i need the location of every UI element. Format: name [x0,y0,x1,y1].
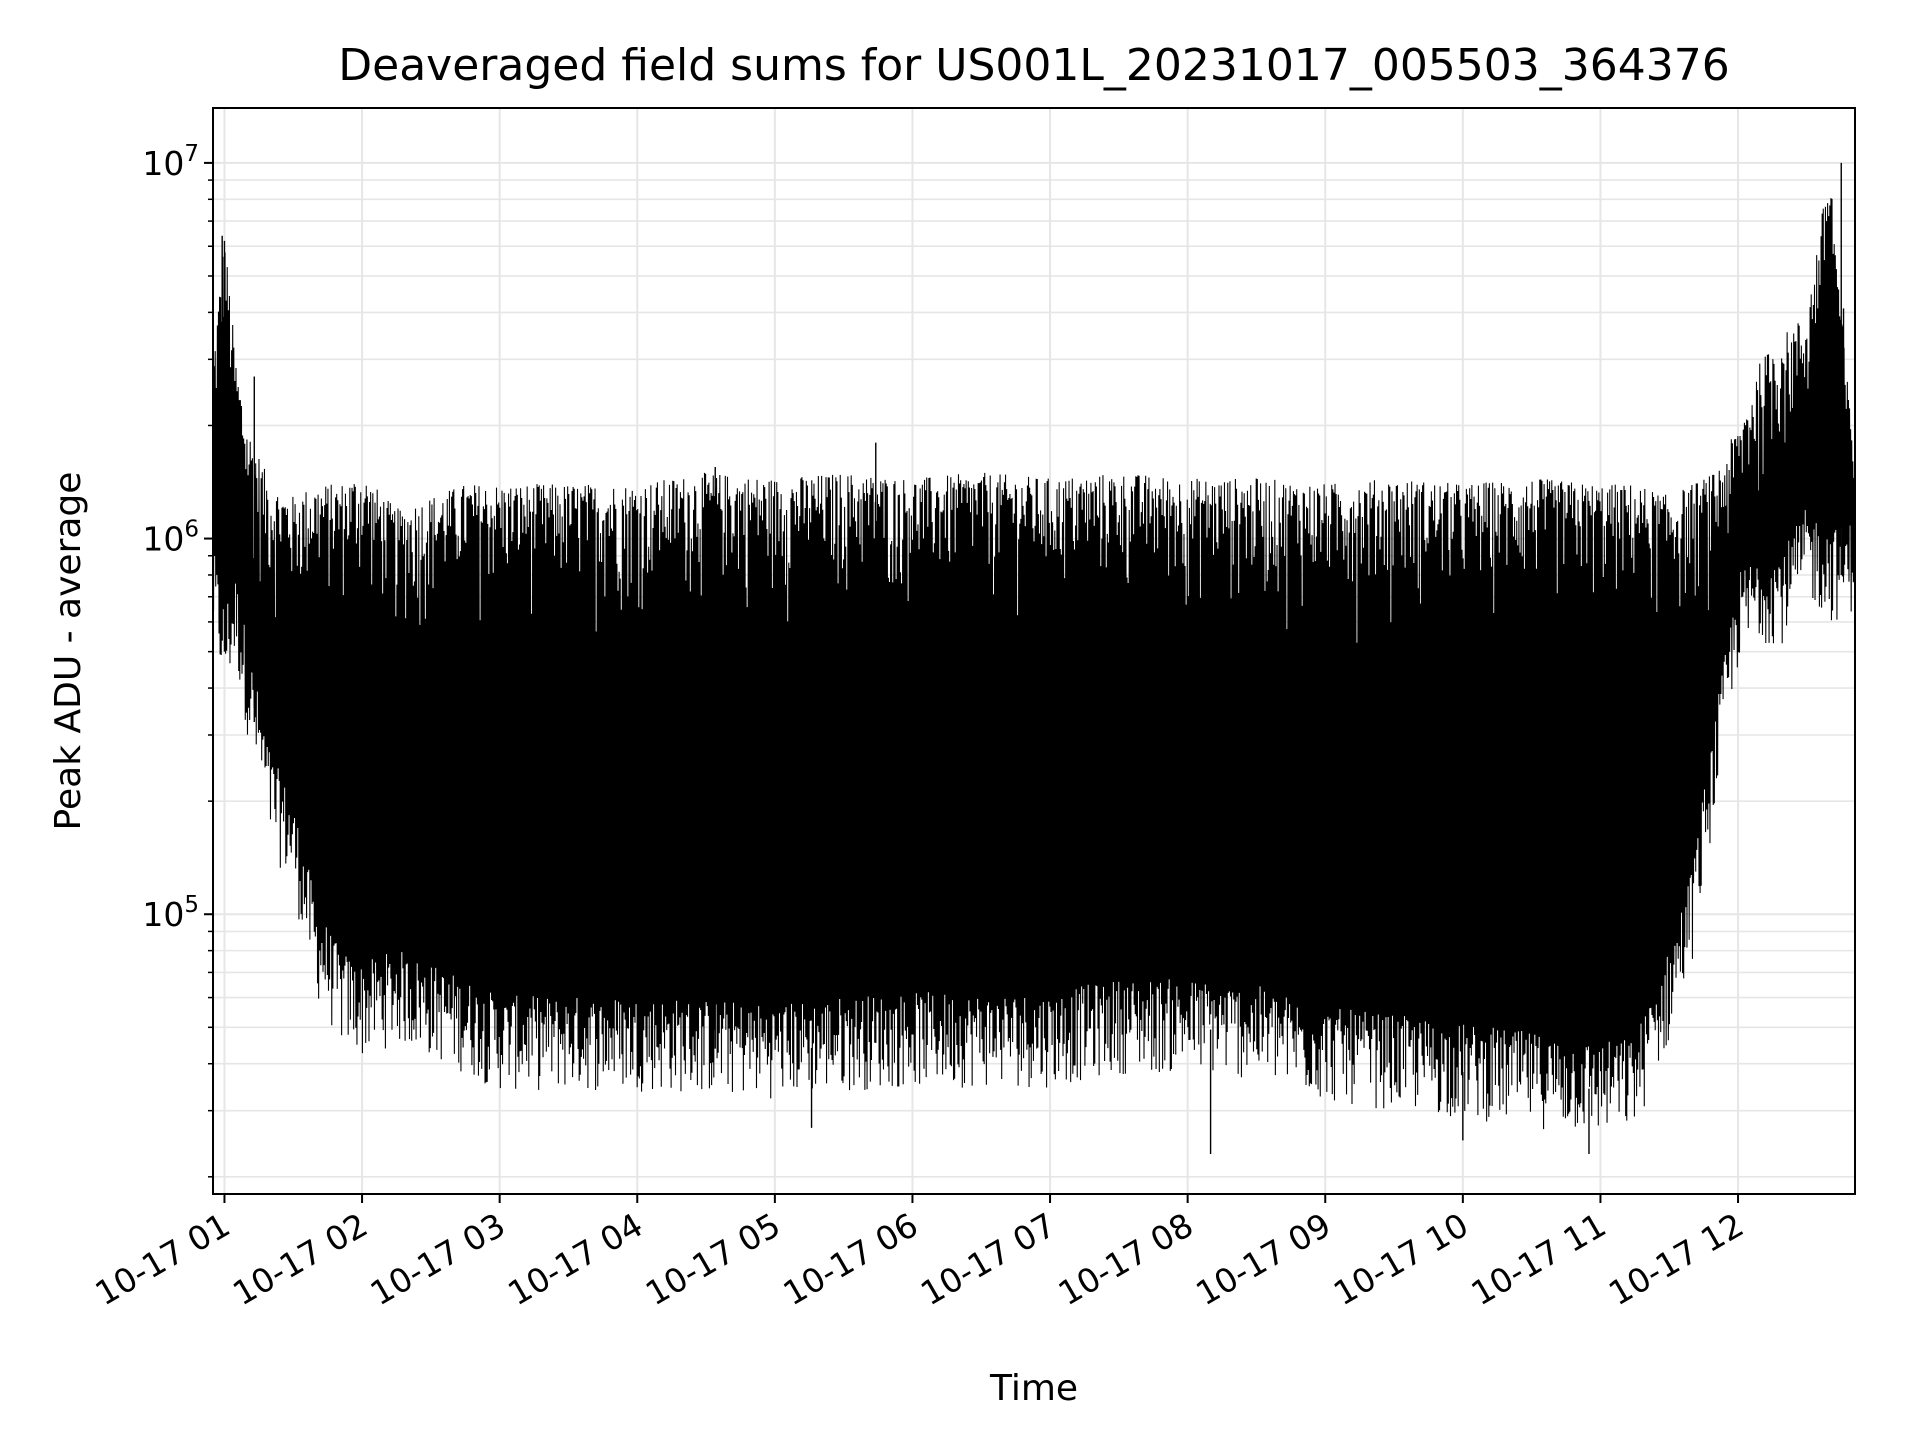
x-axis-label: Time [989,1368,1078,1409]
y-axis-label: Peak ADU - average [48,472,89,831]
y-tick-label: 106 [142,517,199,559]
series-line [212,198,1856,1130]
data-series [212,162,1856,1155]
chart-title: Deaveraged field sums for US001L_2023101… [338,40,1730,91]
y-tick-label: 105 [142,892,199,934]
y-tick-label: 107 [142,141,199,183]
